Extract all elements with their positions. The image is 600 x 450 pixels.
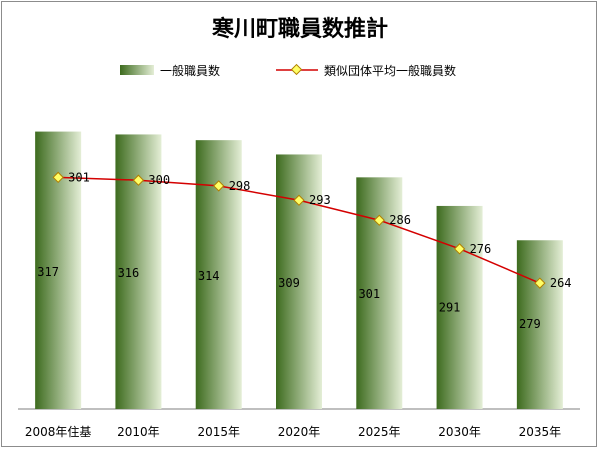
legend-label-line: 類似団体平均一般職員数 [324,63,456,78]
legend-label-bar: 一般職員数 [160,63,220,78]
legend: 一般職員数 類似団体平均一般職員数 [120,63,456,78]
x-tick-labels: 2008年住基 2010年 2015年 2020年 2025年 2030年 2035年 [25,425,561,439]
x-tick-label-1: 2010年 [117,425,160,439]
line-marker-5 [453,243,466,255]
legend-marker [290,63,303,76]
line-marker-1 [132,174,145,186]
bar-label-2: 314 [198,269,220,283]
line-label-4: 286 [389,213,411,227]
line-data-labels: 301 300 298 293 286 276 264 [68,170,571,290]
x-tick-label-3: 2020年 [278,425,321,439]
bar-data-labels: 317 316 314 309 301 291 279 [37,265,540,331]
x-tick-label-4: 2025年 [358,425,401,439]
line-label-2: 298 [229,179,251,193]
line-label-1: 300 [148,173,170,187]
x-tick-label-6: 2035年 [519,425,562,439]
line-label-3: 293 [309,193,331,207]
x-tick-label-5: 2030年 [438,425,481,439]
bar-5 [436,205,483,409]
bar-6 [516,240,563,409]
x-tick-label-0: 2008年住基 [25,425,92,439]
bar-label-6: 279 [519,317,541,331]
bar-label-0: 317 [37,265,59,279]
bar-label-5: 291 [439,301,461,315]
bar-label-1: 316 [118,266,140,280]
line-label-0: 301 [68,170,90,184]
line-marker-2 [213,180,225,192]
line-marker-6 [534,277,546,289]
legend-swatch-bar [120,65,154,75]
x-tick-label-2: 2015年 [197,425,240,439]
bar-series [35,131,563,409]
line-markers [52,171,546,289]
line-marker-4 [373,214,385,226]
bar-label-3: 309 [278,276,300,290]
bar-label-4: 301 [358,287,380,301]
line-label-5: 276 [470,242,492,256]
chart-title: 寒川町職員数推計 [212,16,388,42]
line-marker-0 [52,171,64,183]
line-marker-3 [293,194,305,206]
line-label-6: 264 [550,276,572,290]
